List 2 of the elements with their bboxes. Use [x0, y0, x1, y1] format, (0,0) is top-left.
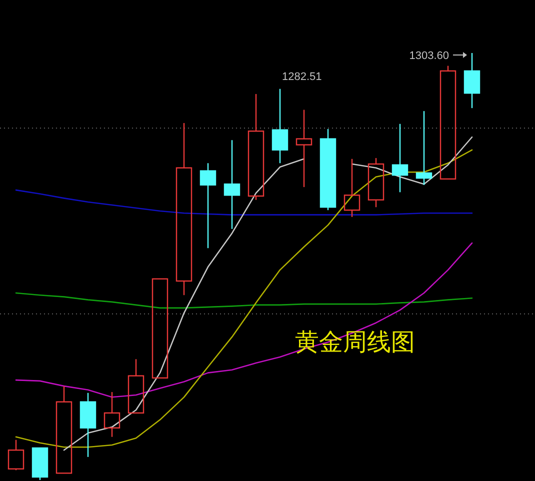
annotation: 1282.51 [282, 71, 322, 83]
annotation: 1303.60 [409, 50, 449, 62]
